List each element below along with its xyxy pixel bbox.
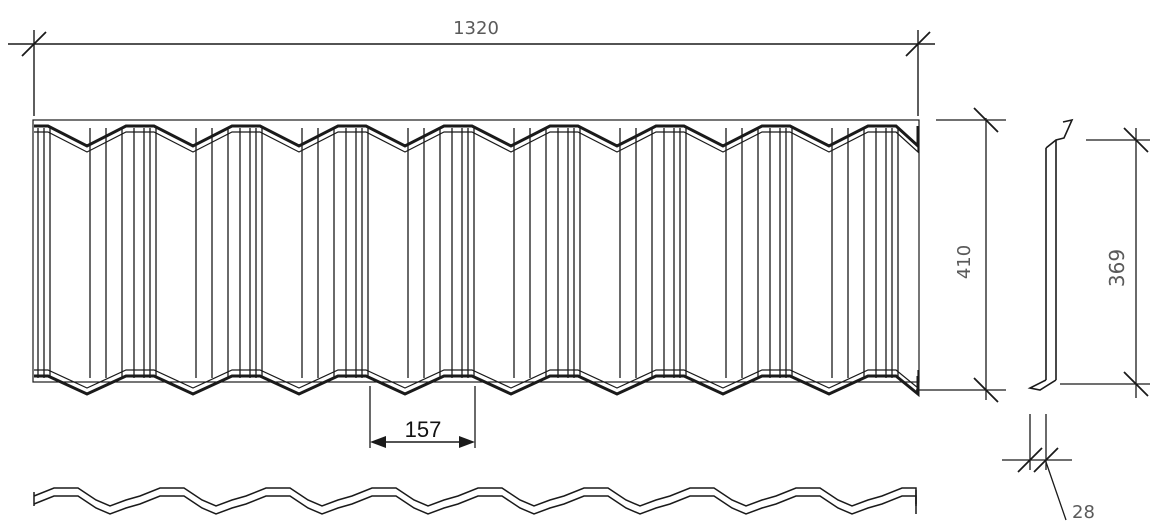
profile-depth-label: 28 xyxy=(1072,502,1095,523)
profile-depth-dimension xyxy=(1002,414,1072,521)
pitch-arrow-right-icon xyxy=(459,436,475,448)
overall-length-dimension xyxy=(8,30,935,116)
pitch-dimension xyxy=(369,386,476,448)
side-height-dimension xyxy=(1060,127,1150,398)
tile-height-label: 410 xyxy=(954,245,975,279)
tile-vertical-ribs xyxy=(37,128,899,378)
tile-side-section xyxy=(1027,118,1074,391)
tile-bottom-wave-edge xyxy=(34,374,920,398)
side-height-label: 369 xyxy=(1105,249,1129,287)
tile-top-wave-edge-inner xyxy=(34,131,919,154)
tile-top-wave-edge xyxy=(34,124,920,150)
tile-sheet-outline xyxy=(32,119,920,383)
tile-cross-section-profile xyxy=(33,487,917,515)
profile-upper-line xyxy=(33,487,917,507)
tile-bottom-wave-edge-inner xyxy=(34,369,919,390)
profile-lower-line xyxy=(33,495,917,515)
tile-height-dimension xyxy=(916,107,1006,403)
overall-length-label: 1320 xyxy=(453,18,499,39)
tile-sheet-front-view xyxy=(32,119,920,398)
pitch-label: 157 xyxy=(405,417,442,442)
pitch-arrow-left-icon xyxy=(370,436,386,448)
